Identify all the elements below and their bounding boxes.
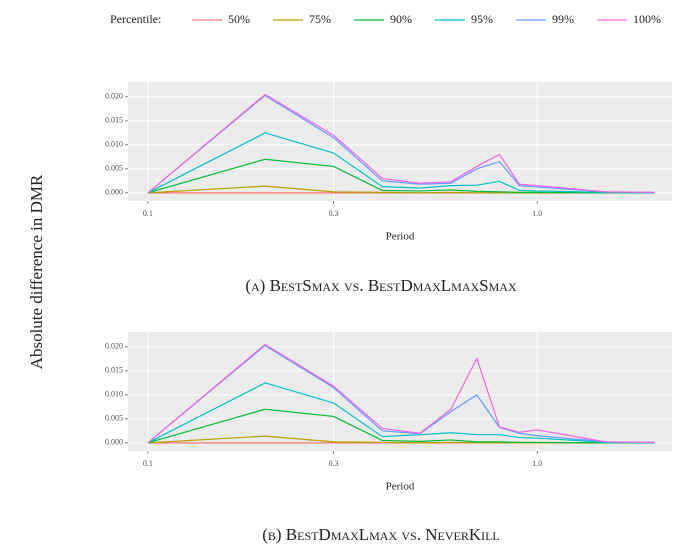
series-line: 95% [147,132,655,194]
legend-label: 95% [471,12,493,26]
legend-title: Percentile: [110,12,161,26]
y-tick-label: 0.015 [105,366,123,375]
x-tick-label: 0.3 [329,209,339,218]
y-tick-label: 0.020 [105,342,123,351]
x-axis-label: Period [386,481,415,493]
y-tick-label: 0.005 [105,164,123,173]
legend-label: 100% [633,12,661,26]
series-line: 90% [147,158,655,194]
series-line: 100% [147,93,655,194]
series-line: 99% [147,344,655,444]
y-tick-label: 0.000 [105,438,123,447]
series-line: 95% [147,382,655,444]
caption: (b) BestDmaxLmax vs. NeverKill [262,525,500,544]
series-line: 90% [147,408,655,444]
x-tick-label: 0.1 [143,209,153,218]
y-tick-label: 0.020 [105,92,123,101]
legend-label: 99% [552,12,574,26]
y-tick-label: 0.000 [105,188,123,197]
y-tick-label: 0.005 [105,414,123,423]
y-tick-label: 0.015 [105,116,123,125]
x-axis-label: Period [386,231,415,243]
x-tick-label: 0.3 [329,459,339,468]
legend-label: 90% [390,12,412,26]
y-tick-label: 0.010 [105,140,123,149]
series-line: 99% [147,94,655,194]
series-line: 100% [147,343,655,444]
legend-label: 50% [228,12,250,26]
x-tick-label: 1.0 [532,459,542,468]
legend-label: 75% [309,12,331,26]
caption: (a) BestSmax vs. BestDmaxLmaxSmax [245,276,517,295]
y-tick-label: 0.010 [105,390,123,399]
x-tick-label: 1.0 [532,209,542,218]
x-tick-label: 0.1 [143,459,153,468]
y-axis-label: Absolute difference in DMR [27,174,46,369]
